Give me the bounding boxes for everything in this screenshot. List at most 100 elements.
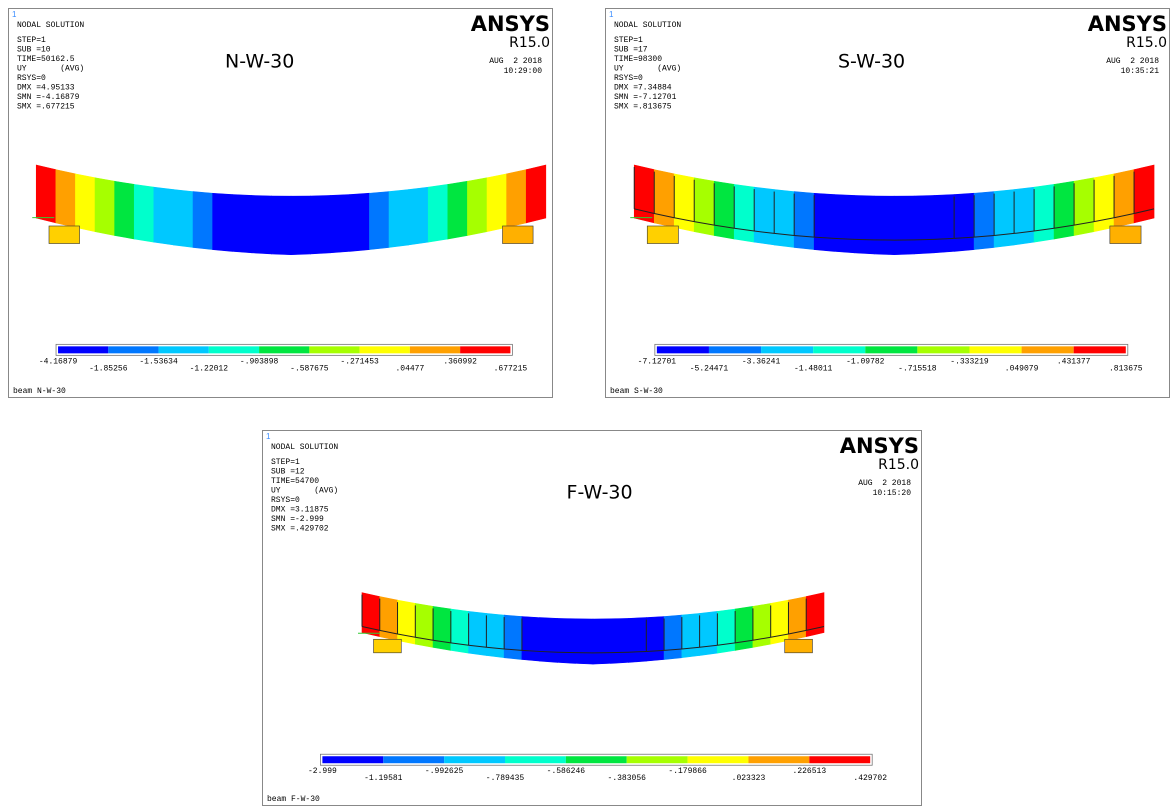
page: 1NODAL SOLUTIONSTEP=1SUB =10TIME=50162.5… — [0, 0, 1176, 810]
support — [647, 226, 678, 244]
beam-segment — [415, 603, 433, 647]
beam-segment — [398, 600, 416, 644]
beam-segment — [369, 192, 389, 250]
beam-segment — [674, 174, 694, 232]
legend-swatch — [309, 346, 359, 353]
beam-segment — [914, 195, 934, 253]
info-line: TIME=50162.5 — [17, 55, 75, 64]
beam-segment — [814, 193, 834, 251]
header: NODAL SOLUTION — [614, 21, 681, 30]
beam-segment — [1054, 181, 1074, 239]
info-line: TIME=54700 — [271, 477, 319, 486]
beam-segment — [834, 195, 854, 253]
legend-label: .049079 — [1005, 364, 1039, 373]
beam-segment — [664, 615, 682, 659]
corner-marker: 1 — [609, 10, 614, 19]
footer: beam N-W-30 — [13, 387, 66, 396]
beam-segment — [1114, 170, 1134, 228]
beam-segment — [36, 165, 56, 223]
info-line: STEP=1 — [271, 458, 300, 467]
beam-segment — [291, 196, 311, 255]
info-line: STEP=1 — [17, 36, 46, 45]
legend-label: -4.16879 — [39, 357, 78, 366]
specimen-label: F-W-30 — [567, 482, 633, 504]
beam-segment — [522, 617, 540, 662]
beam-segment — [409, 187, 429, 245]
legend-swatch — [917, 346, 969, 353]
beam-segment — [526, 165, 546, 223]
corner-marker: 1 — [266, 432, 271, 441]
beam-segment — [232, 195, 252, 253]
info-line: RSYS=0 — [271, 496, 300, 505]
legend-swatch — [1022, 346, 1074, 353]
legend-label: -1.09782 — [846, 357, 885, 366]
version: R15.0 — [509, 35, 550, 51]
footer: beam F-W-30 — [267, 795, 320, 804]
legend-swatch — [566, 756, 627, 763]
support — [785, 639, 813, 653]
legend-label: -2.999 — [308, 767, 337, 776]
info-line: SMN =-4.16879 — [17, 93, 80, 102]
legend-label: -1.19581 — [364, 774, 403, 783]
info-line: SMX =.429702 — [271, 525, 329, 534]
brand: ANSYS — [471, 12, 550, 36]
beam-segment — [954, 193, 974, 251]
legend-swatch — [444, 756, 505, 763]
ansys-plot: 1NODAL SOLUTIONSTEP=1SUB =17TIME=98300UY… — [605, 8, 1170, 398]
legend-swatch — [209, 346, 259, 353]
legend-swatch — [813, 346, 865, 353]
beam-segment — [593, 619, 611, 664]
info-line: RSYS=0 — [17, 74, 46, 83]
beam-segment — [629, 618, 647, 663]
beam-segment — [448, 181, 468, 239]
beam-segment — [252, 195, 272, 253]
beam-segment — [487, 174, 507, 232]
legend-label: .226513 — [793, 767, 827, 776]
beam-segment — [754, 187, 774, 245]
legend-label: -.715518 — [898, 364, 937, 373]
legend-swatch — [809, 756, 870, 763]
beam-segment — [1074, 178, 1094, 236]
legend-label: .431377 — [1057, 357, 1091, 366]
beam-segment — [611, 618, 629, 663]
beam-segment — [646, 617, 664, 662]
support — [49, 226, 80, 244]
legend-swatch — [360, 346, 410, 353]
beam-segment — [694, 178, 714, 236]
legend-label: -1.85256 — [89, 364, 128, 373]
beam-segment — [173, 190, 193, 248]
support — [1110, 226, 1141, 244]
beam-segment — [330, 195, 350, 253]
beam-segment — [974, 192, 994, 250]
legend-label: -.903898 — [240, 357, 279, 366]
legend-swatch — [688, 756, 749, 763]
brand: ANSYS — [1088, 12, 1167, 36]
beam-segment — [934, 195, 954, 253]
info-line: UY (AVG) — [614, 65, 681, 74]
specimen-label: N-W-30 — [225, 51, 294, 73]
footer: beam S-W-30 — [610, 387, 663, 396]
beam-segment — [557, 618, 575, 663]
legend-swatch — [865, 346, 917, 353]
beam-segment — [271, 196, 291, 255]
beam-segment — [794, 192, 814, 250]
beam-segment — [753, 603, 771, 647]
info-line: STEP=1 — [614, 36, 643, 45]
beam-segment — [700, 611, 718, 655]
legend-label: -.383056 — [608, 774, 647, 783]
date: AUG 2 2018 — [858, 479, 911, 488]
corner-marker: 1 — [12, 10, 17, 19]
info-line: SUB =12 — [271, 468, 305, 477]
beam-segment — [311, 195, 331, 253]
beam-segment — [193, 192, 213, 250]
beam-segment — [734, 184, 754, 242]
legend-label: -.271453 — [340, 357, 379, 366]
info-line: RSYS=0 — [614, 74, 643, 83]
legend-swatch — [505, 756, 566, 763]
legend-label: -7.12701 — [638, 357, 677, 366]
beam-segment — [75, 174, 95, 232]
legend-swatch — [460, 346, 510, 353]
legend-swatch — [322, 756, 383, 763]
